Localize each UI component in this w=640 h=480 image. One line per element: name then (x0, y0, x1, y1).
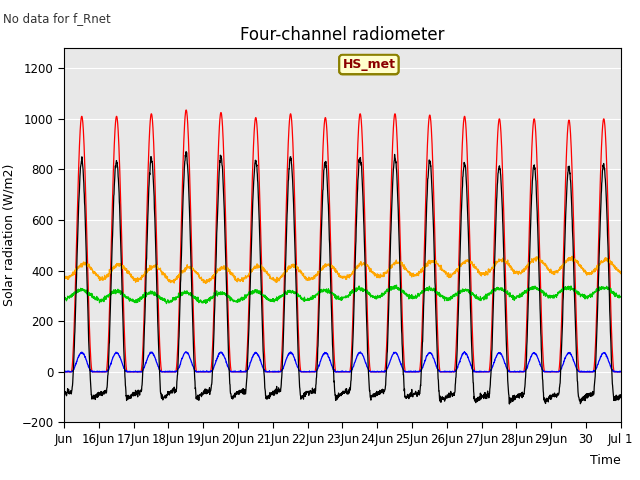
X-axis label: Time: Time (590, 454, 621, 467)
SW_out (461, 348, 468, 354)
Line: SW_in: SW_in (64, 110, 621, 372)
LW_out (541, 262, 549, 268)
Rnet_4way (376, 387, 384, 393)
Rnet_4way (60, 391, 68, 396)
SW_in (376, 369, 384, 375)
SW_out (376, 369, 383, 374)
SW_in (609, 357, 617, 363)
LW_out (617, 271, 625, 276)
LW_out (568, 253, 576, 259)
SW_out (116, 354, 124, 360)
Text: No data for f_Rnet: No data for f_Rnet (3, 12, 111, 25)
LW_out (510, 267, 518, 273)
Rnet_4way (510, 397, 518, 403)
LW_in (617, 294, 625, 300)
LW_in (542, 292, 550, 298)
Line: LW_in: LW_in (64, 285, 621, 304)
Rnet_4way (609, 389, 617, 395)
SW_out (541, 369, 549, 375)
Line: LW_out: LW_out (64, 256, 621, 283)
SW_in (510, 369, 518, 375)
SW_in (116, 162, 124, 168)
LW_out (116, 262, 124, 268)
SW_in (236, 369, 244, 375)
LW_out (609, 262, 617, 268)
Text: HS_met: HS_met (342, 58, 396, 71)
Rnet_4way (617, 392, 625, 397)
Rnet_4way (542, 401, 550, 407)
LW_out (376, 275, 384, 281)
Rnet_4way (506, 401, 513, 407)
LW_in (163, 301, 170, 307)
LW_out (236, 277, 244, 283)
SW_in (541, 369, 549, 375)
Rnet_4way (182, 149, 190, 155)
SW_out (609, 368, 617, 374)
LW_out (202, 280, 210, 286)
LW_in (60, 297, 68, 303)
LW_in (510, 298, 518, 303)
LW_in (393, 282, 401, 288)
LW_in (609, 289, 617, 295)
Text: HS_met: HS_met (342, 58, 396, 71)
SW_in (617, 369, 625, 375)
SW_in (182, 107, 190, 113)
LW_in (376, 294, 384, 300)
SW_out (236, 369, 244, 374)
SW_out (617, 369, 625, 374)
Rnet_4way (236, 390, 244, 396)
SW_out (60, 369, 68, 375)
Line: Rnet_4way: Rnet_4way (64, 152, 621, 404)
Rnet_4way (116, 202, 124, 208)
LW_out (60, 275, 68, 281)
LW_in (236, 298, 244, 303)
Line: SW_out: SW_out (64, 351, 621, 372)
SW_out (510, 369, 518, 375)
Title: Four-channel radiometer: Four-channel radiometer (240, 25, 445, 44)
LW_in (116, 288, 124, 293)
Y-axis label: Solar radiation (W/m2): Solar radiation (W/m2) (3, 164, 16, 306)
SW_in (60, 369, 68, 375)
